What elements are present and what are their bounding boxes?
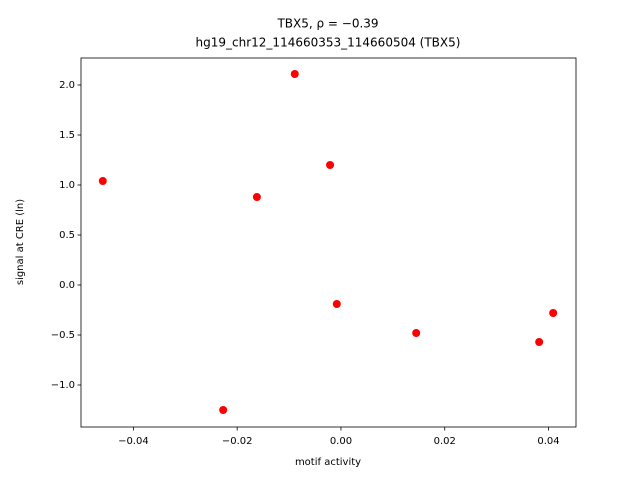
chart-title: TBX5, ρ = −0.39 bbox=[276, 17, 378, 31]
point bbox=[98, 177, 107, 185]
x-tick-label: −0.04 bbox=[118, 436, 149, 447]
x-tick-label: 0.00 bbox=[330, 436, 352, 447]
y-axis-label: signal at CRE (ln) bbox=[15, 199, 26, 285]
y-tick-label: 0.0 bbox=[59, 280, 75, 291]
y-tick-label: 1.0 bbox=[59, 180, 75, 191]
y-tick-label: −0.5 bbox=[51, 330, 75, 341]
plot-frame bbox=[80, 57, 577, 428]
y-tick-label: −1.0 bbox=[51, 380, 75, 391]
point bbox=[326, 161, 335, 169]
point bbox=[412, 329, 421, 337]
point bbox=[535, 338, 544, 346]
x-tick-label: 0.04 bbox=[537, 436, 559, 447]
point bbox=[549, 309, 558, 317]
x-tick-label: 0.02 bbox=[434, 436, 456, 447]
y-tick-label: 0.5 bbox=[59, 230, 75, 241]
point bbox=[219, 406, 228, 414]
y-tick-label: 2.0 bbox=[59, 80, 75, 91]
chart-subtitle: hg19_chr12_114660353_114660504 (TBX5) bbox=[196, 36, 461, 50]
x-axis-label: motif activity bbox=[295, 457, 361, 468]
point bbox=[252, 193, 261, 201]
x-tick-label: −0.02 bbox=[222, 436, 253, 447]
point bbox=[332, 300, 341, 308]
point bbox=[290, 70, 299, 78]
y-tick-label: 1.5 bbox=[59, 130, 75, 141]
